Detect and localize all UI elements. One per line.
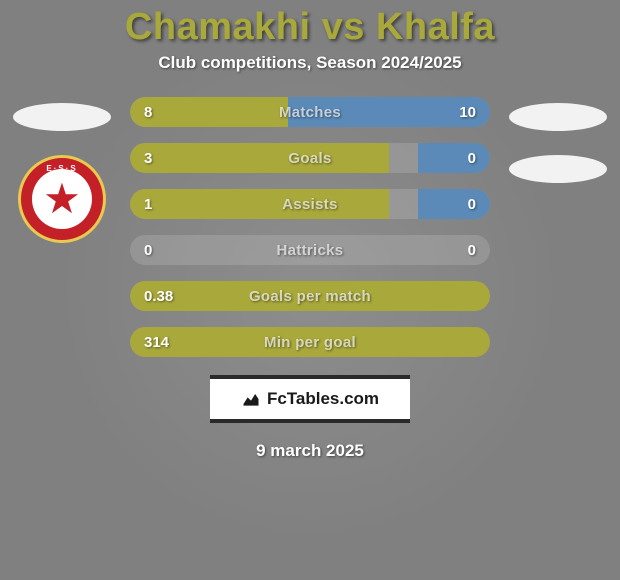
stat-label: Goals per match — [130, 281, 490, 311]
player-photo-placeholder — [509, 103, 607, 131]
page-title: Chamakhi vs Khalfa — [125, 6, 495, 49]
stat-row: 00Hattricks — [130, 235, 490, 265]
stat-bars: 810Matches 30Goals 10Assists 00Hattricks 0.3… — [130, 97, 490, 357]
right-player-column — [508, 97, 608, 183]
stat-label: Matches — [130, 97, 490, 127]
star-icon: ★ — [32, 169, 92, 229]
brand-text: FcTables.com — [267, 389, 379, 409]
club-badge-text: E·S·S — [21, 164, 103, 173]
club-badge-placeholder — [509, 155, 607, 183]
stat-row: 30Goals — [130, 143, 490, 173]
stat-label: Goals — [130, 143, 490, 173]
player-photo-placeholder — [13, 103, 111, 131]
stat-label: Assists — [130, 189, 490, 219]
stat-row: 314Min per goal — [130, 327, 490, 357]
brand-box: FcTables.com — [210, 375, 410, 423]
stat-label: Min per goal — [130, 327, 490, 357]
club-badge-left: E·S·S ★ — [18, 155, 106, 243]
date: 9 march 2025 — [256, 441, 364, 461]
left-player-column: E·S·S ★ — [12, 97, 112, 243]
stat-label: Hattricks — [130, 235, 490, 265]
stat-row: 810Matches — [130, 97, 490, 127]
stat-row: 10Assists — [130, 189, 490, 219]
stat-row: 0.38Goals per match — [130, 281, 490, 311]
subtitle: Club competitions, Season 2024/2025 — [158, 53, 461, 73]
brand-icon — [241, 389, 261, 409]
comparison-area: E·S·S ★ 810Matches 30Goals 10Assists 00Hatt… — [0, 97, 620, 357]
